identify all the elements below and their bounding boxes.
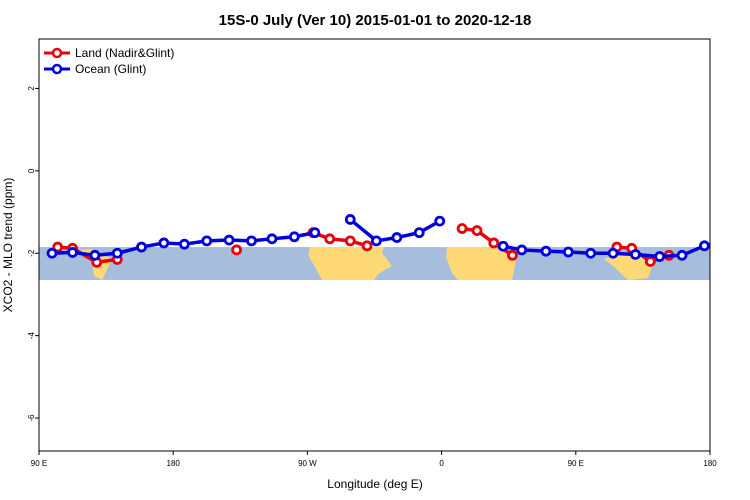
series-1-point (46, 247, 58, 259)
legend-marker-ocean (51, 63, 63, 75)
series-1-point (136, 241, 147, 253)
series-1-point (223, 234, 235, 246)
legend-marker-land (51, 47, 63, 59)
series-1-point (699, 240, 710, 252)
series-1-point (178, 238, 190, 250)
x-tick-label: 90 W (298, 459, 317, 468)
map-land-1 (446, 247, 516, 281)
series-0-point (644, 256, 656, 267)
x-tick-label: 0 (439, 459, 444, 468)
series-1-point (89, 249, 101, 261)
x-tick-label: 180 (167, 459, 181, 468)
legend-label-land: Land (Nadir&Glint) (75, 46, 174, 60)
plot-frame (38, 38, 711, 452)
series-1-point (630, 249, 641, 260)
series-0-point (231, 244, 242, 256)
series-1-point (413, 227, 425, 239)
series-0-point (471, 225, 483, 236)
series-1-point (585, 247, 597, 259)
y-tick-label: -2 (27, 249, 36, 257)
series-0-point (361, 240, 373, 252)
x-tick-label: 90 E (31, 459, 47, 468)
series-1-point (497, 240, 509, 252)
series-1-point (111, 247, 123, 259)
series-1-point (676, 249, 688, 261)
series-1-point (344, 214, 356, 225)
map-land-0 (308, 247, 392, 281)
series-1-point (540, 245, 552, 257)
series-1-point (288, 231, 300, 243)
map-land-3 (604, 253, 654, 281)
series-1-point (434, 215, 446, 227)
series-1-point (266, 233, 278, 245)
x-tick-label: 180 (703, 459, 717, 468)
series-1-point (391, 232, 403, 243)
y-axis: 2 0 -2 -4 -6 (27, 86, 39, 422)
series-1-point (516, 244, 528, 256)
x-axis-label: Longitude (deg E) (327, 477, 422, 491)
series-0-line-2 (312, 230, 368, 248)
series-0-point (488, 237, 500, 249)
series-1-point (246, 235, 257, 247)
series-1-point (654, 251, 666, 262)
y-axis-label: XCO2 - MLO trend (ppm) (1, 178, 15, 313)
series-1-point (158, 237, 170, 249)
y-tick-label: -4 (27, 332, 36, 340)
series-layer (46, 214, 731, 268)
series-1-point (723, 238, 731, 246)
series-0-point (324, 233, 336, 245)
series-1-point (67, 247, 78, 258)
legend-label-ocean: Ocean (Glint) (75, 62, 146, 76)
y-tick-label: 0 (27, 168, 36, 173)
series-1-point (309, 227, 321, 239)
series-0-point (52, 241, 64, 253)
x-tick-label: 90 E (568, 459, 584, 468)
y-tick-label: -6 (27, 414, 36, 422)
y-tick-label: 2 (27, 86, 36, 91)
series-1-point (562, 246, 574, 258)
chart-title: 15S-0 July (Ver 10) 2015-01-01 to 2020-1… (219, 12, 532, 29)
series-0-point (456, 223, 468, 234)
legend: Land (Nadir&Glint) Ocean (Glint) (44, 46, 174, 76)
series-1-point (370, 235, 382, 247)
series-1-point (607, 247, 619, 259)
series-1-point (201, 235, 213, 247)
series-0-point (344, 235, 356, 247)
series-0-point (507, 249, 518, 261)
x-axis: 90 E 180 90 W 0 90 E 180 (31, 451, 717, 468)
